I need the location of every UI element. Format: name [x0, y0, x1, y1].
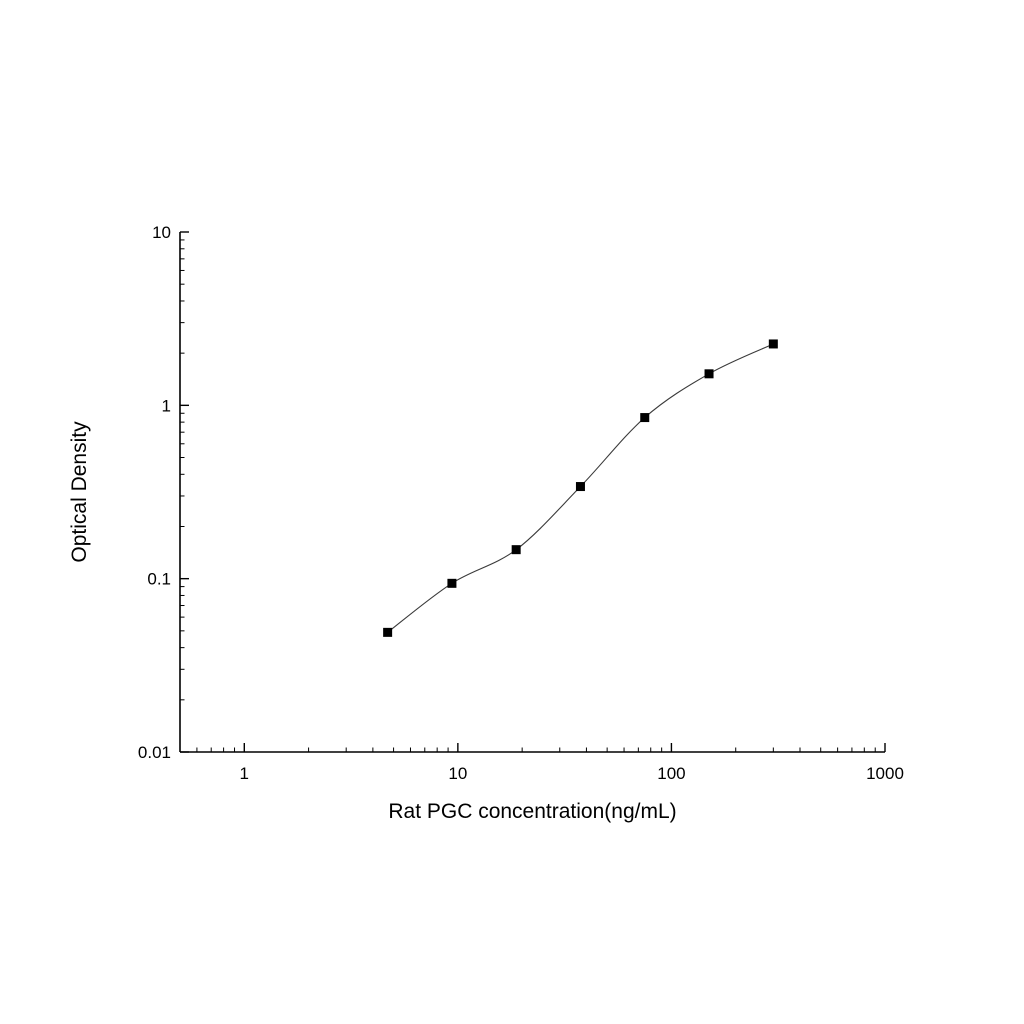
x-tick-label: 100 — [657, 764, 685, 783]
x-tick-label: 1000 — [866, 764, 904, 783]
axes — [179, 232, 885, 753]
y-axis-title: Optical Density — [68, 421, 91, 563]
data-point-marker — [575, 482, 585, 492]
y-tick-label: 10 — [152, 223, 171, 242]
data-point-marker — [768, 339, 778, 349]
data-points — [383, 339, 778, 637]
axis-ticks — [179, 231, 886, 753]
x-tick-label: 10 — [448, 764, 467, 783]
x-tick-label: 1 — [240, 764, 249, 783]
x-axis-title: Rat PGC concentration(ng/mL) — [388, 800, 676, 823]
data-point-marker — [447, 578, 457, 588]
data-point-marker — [704, 369, 714, 379]
data-point-marker — [640, 413, 650, 423]
data-point-marker — [511, 545, 521, 555]
axis-tick-labels: 1 10 100 1000 0.01 0.1 1 10 — [138, 223, 904, 783]
y-tick-label: 1 — [162, 396, 171, 415]
y-tick-label: 0.1 — [147, 570, 171, 589]
data-point-marker — [383, 627, 393, 637]
y-tick-label: 0.01 — [138, 743, 171, 762]
